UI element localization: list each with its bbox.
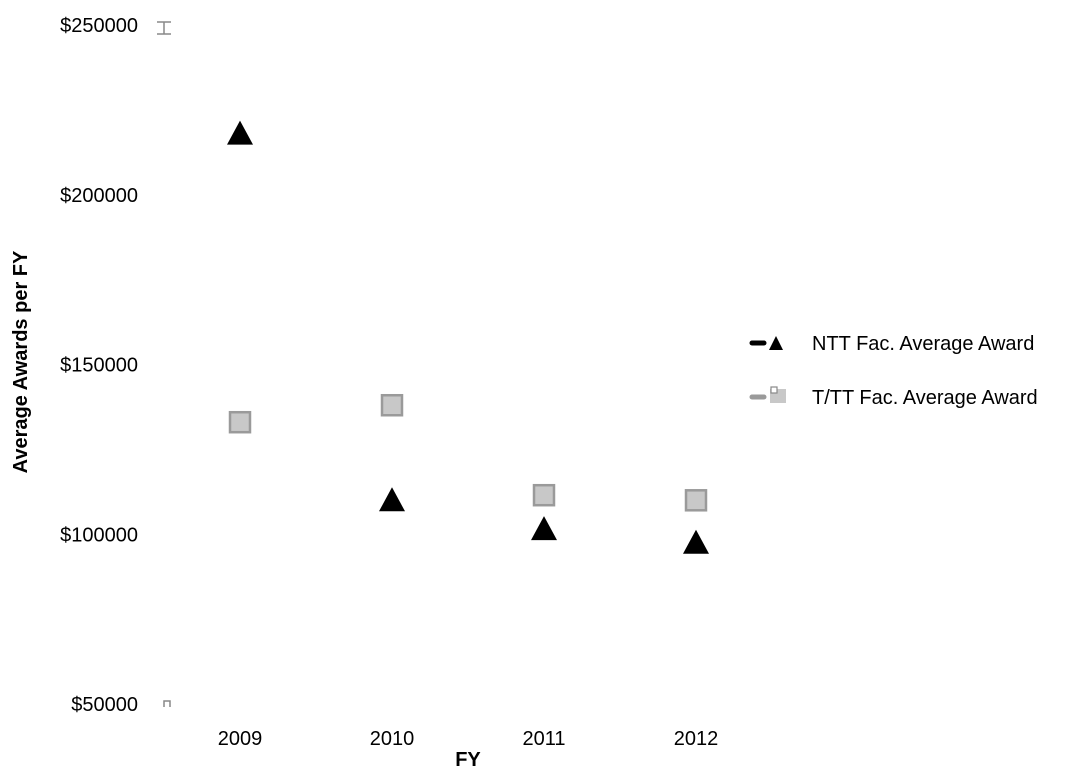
legend-label-ttt: T/TT Fac. Average Award bbox=[812, 387, 1038, 409]
x-tick-label: 2010 bbox=[370, 728, 415, 750]
y-axis-ticks: $250000 $200000 $150000 $100000 $50000 bbox=[60, 15, 138, 716]
x-axis-ticks: 2009 2010 2011 2012 bbox=[218, 728, 719, 750]
x-tick-label: 2012 bbox=[674, 728, 719, 750]
legend[interactable]: NTT Fac. Average Award T/TT Fac. Average… bbox=[749, 333, 1038, 409]
x-tick-label: 2011 bbox=[522, 728, 565, 750]
y-tick-label: $200000 bbox=[60, 185, 138, 207]
y-axis-title: Average Awards per FY bbox=[10, 250, 32, 473]
x-tick-label: 2009 bbox=[218, 728, 263, 750]
ttt-point[interactable] bbox=[684, 489, 708, 512]
y-tick-label: $250000 bbox=[60, 15, 138, 37]
ntt-point[interactable] bbox=[531, 516, 557, 541]
ttt-point[interactable] bbox=[380, 393, 404, 417]
legend-item-ttt[interactable]: T/TT Fac. Average Award bbox=[749, 386, 1038, 409]
ttt-point[interactable] bbox=[228, 410, 252, 434]
y-axis-bottom-mark bbox=[163, 700, 171, 707]
legend-square-icon bbox=[749, 386, 786, 403]
y-tick-label: $100000 bbox=[60, 524, 138, 546]
y-axis-marks bbox=[157, 21, 171, 707]
legend-triangle-icon bbox=[749, 336, 783, 350]
data-marks bbox=[227, 120, 709, 554]
x-axis-title: FY bbox=[455, 749, 481, 769]
legend-item-ntt[interactable]: NTT Fac. Average Award bbox=[749, 333, 1034, 355]
legend-label-ntt: NTT Fac. Average Award bbox=[812, 333, 1034, 355]
ntt-point[interactable] bbox=[683, 529, 709, 554]
y-tick-label: $50000 bbox=[71, 694, 138, 716]
ntt-point[interactable] bbox=[227, 120, 253, 145]
y-axis-top-mark bbox=[157, 21, 171, 35]
ntt-point[interactable] bbox=[379, 487, 405, 512]
ttt-point[interactable] bbox=[532, 483, 556, 507]
y-tick-label: $150000 bbox=[60, 355, 138, 377]
